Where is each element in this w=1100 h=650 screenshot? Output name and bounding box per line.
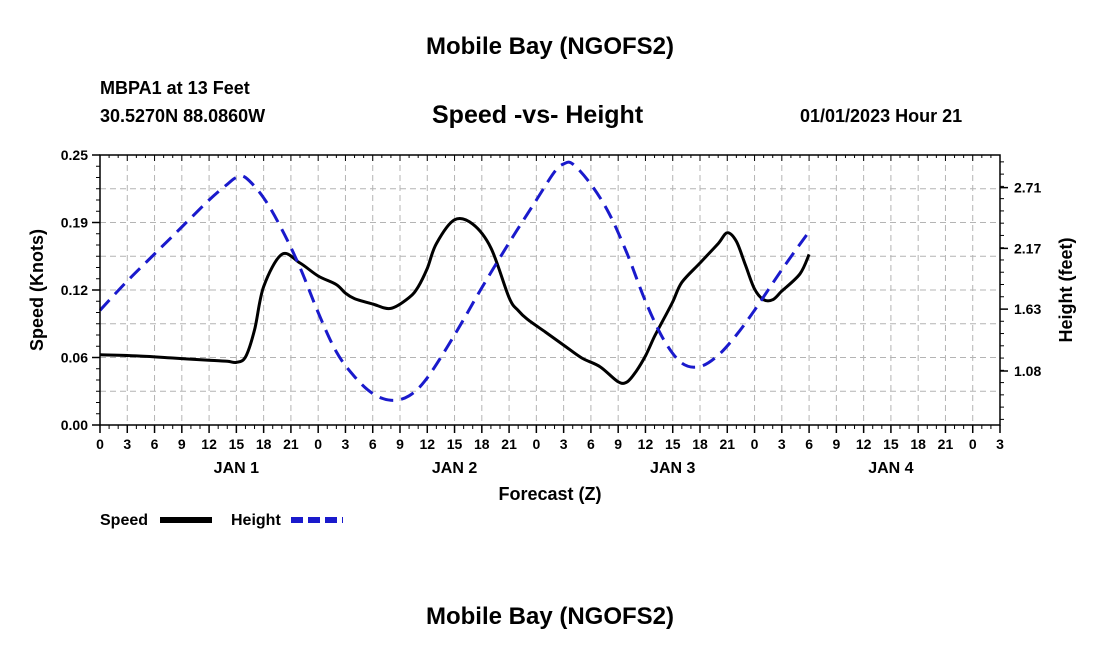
x-tick-label: 12 [638,436,654,452]
x-tick-label: 3 [123,436,131,452]
y-right-tick-label: 1.63 [1014,301,1041,317]
x-day-label: JAN 4 [868,460,913,477]
x-tick-label: 12 [856,436,872,452]
datetime-label: 01/01/2023 Hour 21 [800,106,963,126]
x-tick-label: 18 [256,436,272,452]
y-left-tick-label: 0.06 [61,350,88,366]
y-right-tick-label: 2.17 [1014,240,1041,256]
x-day-label: JAN 1 [214,460,259,477]
x-tick-label: 21 [938,436,954,452]
x-tick-label: 15 [883,436,899,452]
x-day-label: JAN 3 [650,460,695,477]
x-tick-label: 15 [665,436,681,452]
x-tick-label: 21 [501,436,517,452]
chart-title: Mobile Bay (NGOFS2) [425,33,675,60]
x-day-label: JAN 2 [432,460,477,477]
x-tick-label: 0 [969,436,977,452]
chart-subtitle: Speed -vs- Height [432,101,644,129]
x-tick-label: 6 [587,436,595,452]
x-tick-label: 15 [447,436,463,452]
x-tick-label: 12 [419,436,435,452]
x-tick-label: 18 [692,436,708,452]
x-tick-label: 3 [560,436,568,452]
x-tick-label: 9 [396,436,404,452]
legend-label-speed: Speed [100,512,148,529]
y-left-tick-label: 0.00 [61,417,88,433]
axes: 0 3 6 9 12 15 18 21 0 3 6 9 12 15 18 21 0 3 6 9 12 15 18 21 0 3 6 9… [27,147,1076,504]
coordinates-label: 30.5270N 88.0860W [100,106,266,126]
x-tick-label: 12 [201,436,217,452]
x-tick-label: 9 [614,436,622,452]
y-left-tick-label: 0.19 [61,215,88,231]
x-tick-label: 0 [532,436,540,452]
x-tick-label: 9 [178,436,186,452]
x-tick-label: 3 [342,436,350,452]
x-tick-label: 6 [151,436,159,452]
y-left-tick-label: 0.25 [61,147,88,163]
x-tick-label: 21 [283,436,299,452]
x-tick-label: 0 [96,436,104,452]
x-tick-label: 3 [996,436,1004,452]
y-left-axis-title: Speed (Knots) [27,229,47,351]
station-label: MBPA1 at 13 Feet [100,78,250,98]
y-right-tick-label: 2.71 [1014,180,1041,196]
x-tick-label: 0 [751,436,759,452]
legend: Speed Height [100,512,343,529]
y-right-tick-label: 1.08 [1014,363,1041,379]
x-tick-label: 18 [474,436,490,452]
legend-label-height: Height [231,512,281,529]
footer-title: Mobile Bay (NGOFS2) [425,603,675,630]
grid-lines [100,155,1000,425]
speed-series-line [99,216,811,385]
y-left-tick-label: 0.12 [61,282,88,298]
x-tick-label: 6 [369,436,377,452]
x-tick-label: 6 [805,436,813,452]
y-right-axis-title: Height (feet) [1056,238,1076,343]
x-tick-label: 21 [719,436,735,452]
series-lines [98,160,811,402]
x-tick-label: 3 [778,436,786,452]
x-tick-label: 0 [314,436,322,452]
x-axis-title: Forecast (Z) [498,484,601,504]
x-tick-label: 9 [832,436,840,452]
x-tick-label: 15 [229,436,245,452]
x-tick-label: 18 [910,436,926,452]
